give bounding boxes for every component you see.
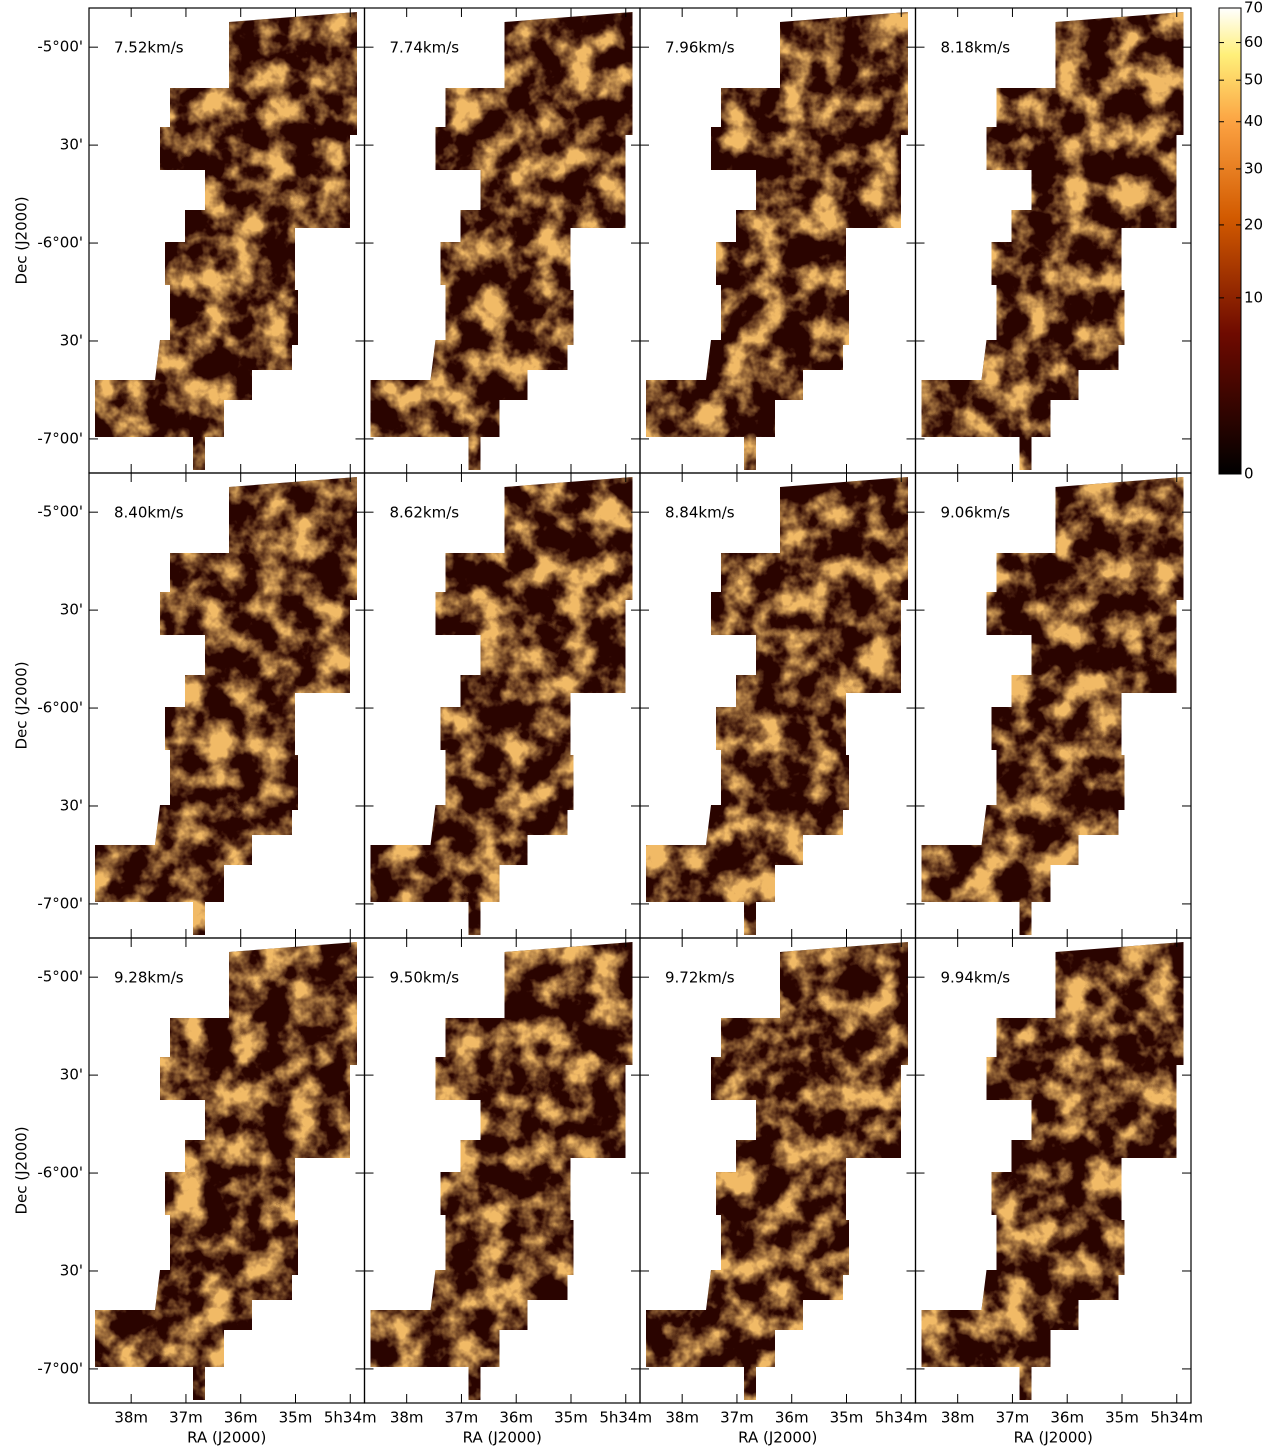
colorbar-tick-label: 30 xyxy=(1244,159,1263,177)
y-tick-label: -6°00' xyxy=(37,699,83,717)
x-tick-label: 5h34m xyxy=(875,1409,928,1427)
channel-label: 8.40km/s xyxy=(114,504,184,522)
y-tick-label: -5°00' xyxy=(37,38,83,56)
y-tick-label: -7°00' xyxy=(37,429,83,447)
y-axis-label: Dec (J2000) xyxy=(13,1126,31,1214)
colorbar-tick-label: 40 xyxy=(1244,112,1263,130)
emission-map xyxy=(921,477,1184,935)
emission-map xyxy=(95,12,357,470)
emission-map xyxy=(370,477,633,935)
emission-map xyxy=(646,477,908,935)
panel: 7.74km/s xyxy=(363,7,641,474)
colorbar xyxy=(1218,7,1242,475)
channel-label: 8.84km/s xyxy=(665,504,735,522)
x-tick-label: 36m xyxy=(499,1409,533,1427)
y-tick-label: -6°00' xyxy=(37,1164,83,1182)
emission-map xyxy=(646,12,908,470)
panel: 9.06km/s xyxy=(914,472,1192,939)
y-tick-label: 30' xyxy=(60,1261,83,1279)
panel: 8.84km/s xyxy=(639,472,917,939)
x-axis-label: RA (J2000) xyxy=(738,1429,817,1447)
y-tick-label: -5°00' xyxy=(37,968,83,986)
y-tick-label: 30' xyxy=(60,601,83,619)
panel: 7.52km/s -5°00' 30' -6°00' 30' -7°00' Dec (J20… xyxy=(13,7,366,474)
emission-map xyxy=(370,12,633,470)
channel-label: 7.96km/s xyxy=(665,39,735,57)
channel-label: 9.94km/s xyxy=(941,969,1011,987)
x-tick-label: 36m xyxy=(775,1409,809,1427)
panel: 9.94km/s 38m 37m 36m 35m 5h34m RA (J2000) xyxy=(914,937,1203,1447)
x-tick-label: 38m xyxy=(941,1409,975,1427)
x-tick-label: 35m xyxy=(279,1409,313,1427)
channel-label: 9.28km/s xyxy=(114,969,184,987)
x-tick-label: 5h34m xyxy=(599,1409,652,1427)
colorbar-tick-label: 0 xyxy=(1244,465,1254,483)
x-tick-label: 38m xyxy=(665,1409,699,1427)
channel-label: 7.74km/s xyxy=(390,39,460,57)
x-tick-label: 37m xyxy=(445,1409,479,1427)
panel: 8.62km/s xyxy=(363,472,641,939)
emission-map xyxy=(646,942,908,1400)
emission-map xyxy=(921,12,1184,470)
x-tick-label: 5h34m xyxy=(324,1409,377,1427)
channel-label: 8.18km/s xyxy=(941,39,1011,57)
x-tick-label: 35m xyxy=(554,1409,588,1427)
y-tick-label: 30' xyxy=(60,1066,83,1084)
x-tick-label: 36m xyxy=(224,1409,258,1427)
channel-label: 9.06km/s xyxy=(941,504,1011,522)
x-tick-label: 38m xyxy=(390,1409,424,1427)
panel: 7.96km/s xyxy=(639,7,917,474)
colorbar-tick-label: 20 xyxy=(1244,215,1263,233)
x-tick-label: 38m xyxy=(114,1409,148,1427)
panel: 8.18km/s xyxy=(914,7,1192,474)
panel: 9.50km/s 38m 37m 36m 35m 5h34m RA (J2000) xyxy=(363,937,652,1447)
y-tick-label: 30' xyxy=(60,796,83,814)
channel-label: 8.62km/s xyxy=(390,504,460,522)
panel-frame xyxy=(914,937,1192,1404)
x-tick-label: 37m xyxy=(169,1409,203,1427)
y-axis-label: Dec (J2000) xyxy=(13,196,31,284)
panel: 9.28km/s -5°00' 30' -6°00' 30' -7°00' 38m 37m 36… xyxy=(13,937,377,1447)
panel: 9.72km/s 38m 37m 36m 35m 5h34m RA (J2000) xyxy=(639,937,928,1447)
channel-label: 9.50km/s xyxy=(390,969,460,987)
channel-label: 7.52km/s xyxy=(114,39,184,57)
channel-label: 9.72km/s xyxy=(665,969,735,987)
y-axis-label: Dec (J2000) xyxy=(13,661,31,749)
x-tick-label: 35m xyxy=(830,1409,864,1427)
emission-map xyxy=(95,942,357,1400)
y-tick-label: -7°00' xyxy=(37,1359,83,1377)
x-axis-label: RA (J2000) xyxy=(187,1429,266,1447)
y-tick-label: 30' xyxy=(60,136,83,154)
x-tick-label: 36m xyxy=(1050,1409,1084,1427)
x-axis-label: RA (J2000) xyxy=(1014,1429,1093,1447)
panel: 8.40km/s -5°00' 30' -6°00' 30' -7°00' Dec (J20… xyxy=(13,472,366,939)
y-tick-label: -7°00' xyxy=(37,894,83,912)
x-tick-label: 37m xyxy=(996,1409,1030,1427)
colorbar-tick-label: 50 xyxy=(1244,71,1263,89)
colorbar-tick-label: 70 xyxy=(1244,0,1263,17)
colorbar-tick-label: 10 xyxy=(1244,288,1263,306)
emission-map xyxy=(95,477,357,935)
colorbar-tick-label: 60 xyxy=(1244,33,1263,51)
y-tick-label: -5°00' xyxy=(37,503,83,521)
x-tick-label: 37m xyxy=(720,1409,754,1427)
x-tick-label: 35m xyxy=(1105,1409,1139,1427)
y-tick-label: 30' xyxy=(60,331,83,349)
emission-map xyxy=(921,942,1184,1400)
x-tick-label: 5h34m xyxy=(1150,1409,1203,1427)
y-tick-label: -6°00' xyxy=(37,234,83,252)
x-axis-label: RA (J2000) xyxy=(463,1429,542,1447)
emission-map xyxy=(370,942,633,1400)
